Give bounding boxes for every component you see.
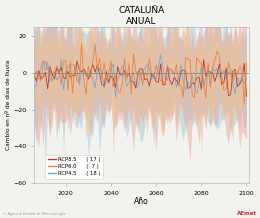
Title: CATALUÑA
ANUAL: CATALUÑA ANUAL xyxy=(118,5,165,26)
Y-axis label: Cambio en nº de días de lluvia: Cambio en nº de días de lluvia xyxy=(5,60,11,150)
Legend: RCP8.5      ( 17 ), RCP6.0      (  7 ), RCP4.5      ( 18 ): RCP8.5 ( 17 ), RCP6.0 ( 7 ), RCP4.5 ( 18… xyxy=(45,155,103,179)
X-axis label: Año: Año xyxy=(134,197,149,206)
Text: AEmet: AEmet xyxy=(237,211,257,216)
Text: © Agencia Estatal de Meteorología: © Agencia Estatal de Meteorología xyxy=(3,212,65,216)
